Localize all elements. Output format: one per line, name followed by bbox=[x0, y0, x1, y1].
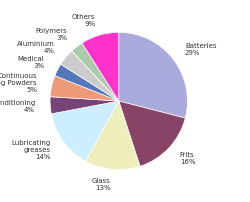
Text: Air conditioning
4%: Air conditioning 4% bbox=[0, 100, 35, 113]
Wedge shape bbox=[51, 101, 119, 161]
Wedge shape bbox=[50, 76, 119, 101]
Wedge shape bbox=[72, 43, 119, 101]
Text: Polymers
3%: Polymers 3% bbox=[36, 28, 68, 41]
Wedge shape bbox=[119, 32, 188, 118]
Text: Batteries
29%: Batteries 29% bbox=[185, 43, 216, 56]
Text: Aluminium
4%: Aluminium 4% bbox=[16, 41, 54, 54]
Wedge shape bbox=[82, 32, 119, 101]
Text: Continuous
Casting Powders
5%: Continuous Casting Powders 5% bbox=[0, 73, 37, 93]
Wedge shape bbox=[55, 64, 119, 101]
Wedge shape bbox=[119, 101, 185, 166]
Wedge shape bbox=[50, 97, 119, 114]
Text: Frits
16%: Frits 16% bbox=[180, 152, 196, 165]
Text: Glass
13%: Glass 13% bbox=[92, 178, 111, 191]
Text: Lubricating
greases
14%: Lubricating greases 14% bbox=[12, 140, 51, 160]
Text: Others
9%: Others 9% bbox=[72, 14, 95, 27]
Text: Medical
3%: Medical 3% bbox=[17, 57, 44, 69]
Wedge shape bbox=[61, 51, 119, 101]
Wedge shape bbox=[86, 101, 140, 170]
